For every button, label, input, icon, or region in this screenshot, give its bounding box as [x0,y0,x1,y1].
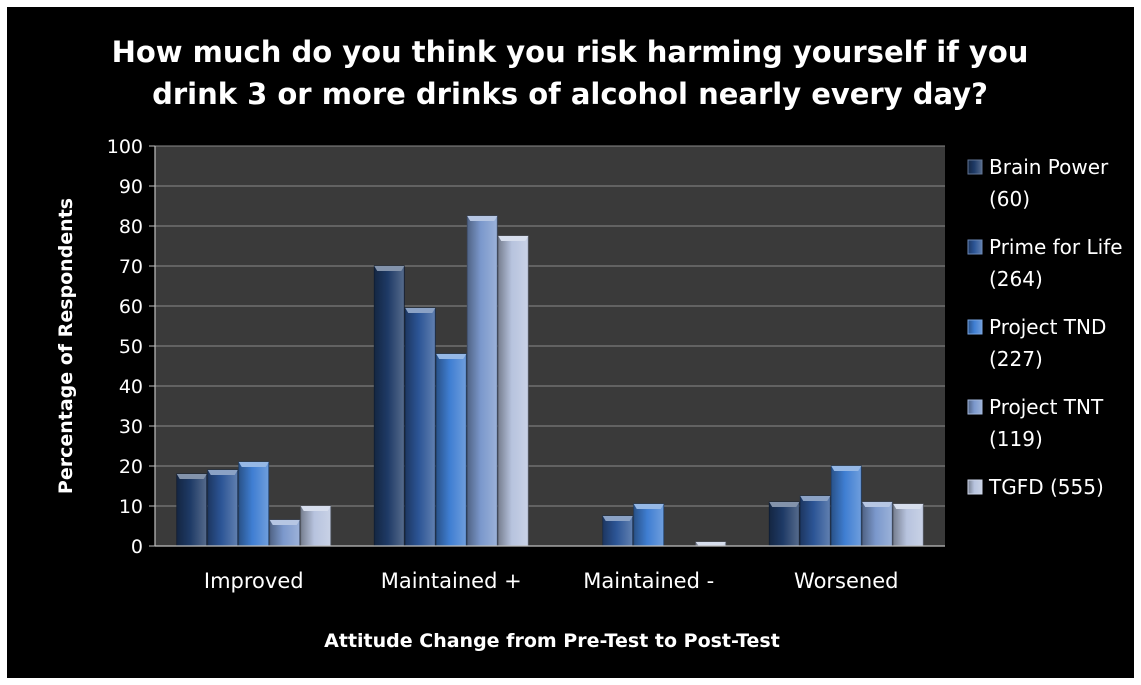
bar-bevel [695,542,726,546]
bar [373,265,405,547]
legend-label: Prime for Life [989,235,1123,259]
bar-bevel [498,236,529,241]
bar-bevel [436,354,467,359]
bar-bevel [269,520,300,525]
axes [154,146,945,547]
y-tick-label: 100 [107,136,143,158]
x-tick-label: Worsened [794,569,898,593]
chart-title-line: drink 3 or more drinks of alcohol nearly… [152,77,988,111]
bar [830,465,862,547]
y-tick-label: 10 [119,496,143,518]
x-tick-label: Maintained + [381,569,522,593]
bar [633,503,665,547]
legend-label: (264) [989,267,1043,291]
y-axis-ticks: 0 10 20 30 40 50 60 70 80 90 100 [107,136,155,558]
bar-bevel [207,470,238,475]
y-tick-label: 70 [119,256,143,278]
bar [768,501,800,547]
legend-label: (119) [989,427,1043,451]
x-tick-label: Maintained - [583,569,714,593]
bar-bevel [831,466,862,471]
bar-bevel [238,462,269,467]
y-axis-label: Percentage of Respondents [55,198,77,494]
bar-bevel [467,216,498,221]
legend-item: TGFD (555) [967,475,1104,499]
y-tick-label: 60 [119,296,143,318]
bar-bevel [405,308,436,313]
y-tick-label: 20 [119,456,143,478]
x-axis-ticks: Improved Maintained + Maintained - Worsened [204,569,899,593]
legend-swatch [967,239,983,255]
bar-bevel [374,266,405,271]
bar-bevel [300,506,331,511]
x-tick-label: Improved [204,569,304,593]
legend-item: Prime for Life (264) [967,235,1123,291]
y-tick-label: 40 [119,376,143,398]
bar [861,501,893,547]
legend: Brain Power (60) Prime for Life (264) Projec… [967,155,1123,499]
legend-label: TGFD (555) [988,475,1104,499]
bar-bevel [633,504,664,509]
bar-bevel [800,496,831,501]
y-tick-label: 50 [119,336,143,358]
bar [176,473,208,547]
bar [435,353,467,547]
legend-label: Brain Power [989,155,1109,179]
legend-label: (227) [989,347,1043,371]
legend-label: Project TNT [989,395,1104,419]
y-tick-label: 80 [119,216,143,238]
bar [300,505,332,547]
y-tick-label: 30 [119,416,143,438]
bar [238,461,270,547]
chart-title: How much do you think you risk harming y… [112,35,1029,111]
legend-swatch [967,319,983,335]
legend-item: Project TNT (119) [967,395,1104,451]
bar [892,503,924,547]
legend-swatch [967,479,983,495]
bar-bevel [769,502,800,507]
x-axis-label: Attitude Change from Pre-Test to Post-Te… [324,630,780,652]
gridlines [155,145,945,547]
legend-label: (60) [989,187,1030,211]
bar [497,235,529,547]
legend-label: Project TND [989,315,1106,339]
y-tick-label: 90 [119,176,143,198]
legend-swatch [967,399,983,415]
bars [176,215,924,547]
bar-bevel [176,474,207,479]
bar [466,215,498,547]
bar-bevel [862,502,893,507]
legend-item: Project TND (227) [967,315,1106,371]
bar [799,495,831,547]
bar [404,307,436,547]
bar-bevel [893,504,924,509]
legend-swatch [967,159,983,175]
legend-item: Brain Power (60) [967,155,1109,211]
bar [207,469,239,547]
chart-title-line: How much do you think you risk harming y… [112,35,1029,69]
y-tick-label: 0 [131,536,143,558]
bar-bevel [602,516,633,521]
